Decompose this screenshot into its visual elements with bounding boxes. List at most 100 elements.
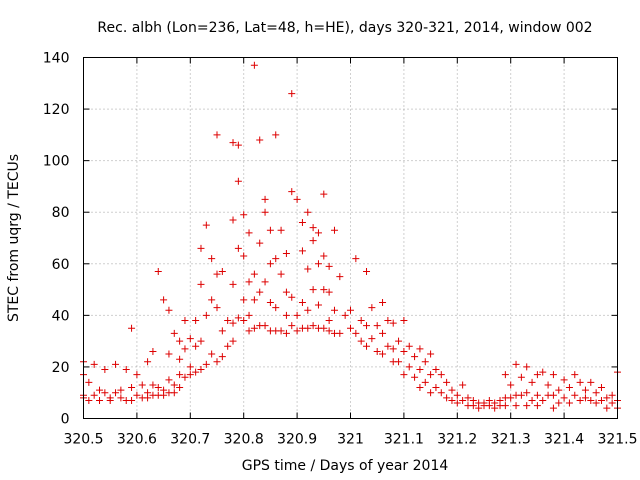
data-point [181,317,189,325]
data-point [501,371,509,379]
data-point [154,268,162,276]
data-point [133,391,141,399]
y-tick-label: 0 [61,412,70,428]
data-point [608,399,616,407]
data-point [293,327,301,335]
data-point [363,268,371,276]
data-point [411,373,419,381]
data-point [517,373,525,381]
data-point [341,311,349,319]
data-point [197,337,205,345]
data-point [229,216,237,224]
data-point [314,229,322,237]
data-point [581,386,589,394]
data-point [587,396,595,404]
data-point [325,317,333,325]
data-point [427,350,435,358]
data-point [176,371,184,379]
data-point [218,353,226,361]
data-point [517,391,525,399]
data-point [597,384,605,392]
data-point [603,404,611,412]
data-point [181,373,189,381]
data-point [250,270,258,278]
data-point [213,358,221,366]
data-point [533,402,541,410]
data-point [154,384,162,392]
y-tick-label: 40 [52,308,70,324]
data-point [117,386,125,394]
data-point [282,288,290,296]
data-point [309,237,317,245]
data-point [90,391,98,399]
data-point [587,378,595,386]
data-point [405,342,413,350]
data-point [533,391,541,399]
data-point [186,335,194,343]
x-tick-label: 321.2 [437,432,477,448]
data-point [432,366,440,374]
x-tick-label: 320.6 [117,432,157,448]
data-point [368,335,376,343]
x-tick-label: 320.8 [224,432,264,448]
data-point [272,304,280,312]
data-point [234,314,242,322]
data-point [352,255,360,263]
data-point [448,396,456,404]
data-point [250,61,258,69]
data-point [165,306,173,314]
data-point [128,324,136,332]
x-tick-label: 320.5 [63,432,103,448]
data-point [90,360,98,368]
data-point [133,371,141,379]
data-point [229,337,237,345]
data-point [549,391,557,399]
data-point [234,141,242,149]
data-point [208,350,216,358]
data-point [112,360,120,368]
data-point [234,244,242,252]
data-point [533,371,541,379]
data-point [395,358,403,366]
x-tick-label: 321.4 [544,432,584,448]
data-point [320,252,328,260]
data-point [176,337,184,345]
data-point [363,322,371,330]
axis-ticks [83,57,618,419]
data-point [325,327,333,335]
data-point [224,342,232,350]
data-point [170,329,178,337]
data-point [560,394,568,402]
data-point [603,394,611,402]
data-point [512,360,520,368]
data-point [266,226,274,234]
data-point [459,381,467,389]
data-point [293,311,301,319]
data-point [421,378,429,386]
data-point [240,296,248,304]
data-point [234,177,242,185]
data-point [117,394,125,402]
data-point [229,139,237,147]
data-point [421,358,429,366]
data-point [128,396,136,404]
data-point [581,394,589,402]
data-point [208,255,216,263]
data-point [149,381,157,389]
data-point [314,301,322,309]
data-point [379,329,387,337]
data-point [208,296,216,304]
y-tick-labels: 0 20 40 60 80 100 120 140 [43,51,70,428]
data-point [240,211,248,219]
data-point [395,337,403,345]
data-point [592,399,600,407]
y-axis-label: STEC from uqrg / TECUs [6,154,22,322]
data-point [448,386,456,394]
data-point [432,384,440,392]
data-point [186,371,194,379]
x-tick-label: 321 [337,432,364,448]
data-point [320,190,328,198]
data-point [202,360,210,368]
data-point [400,317,408,325]
data-point [165,350,173,358]
